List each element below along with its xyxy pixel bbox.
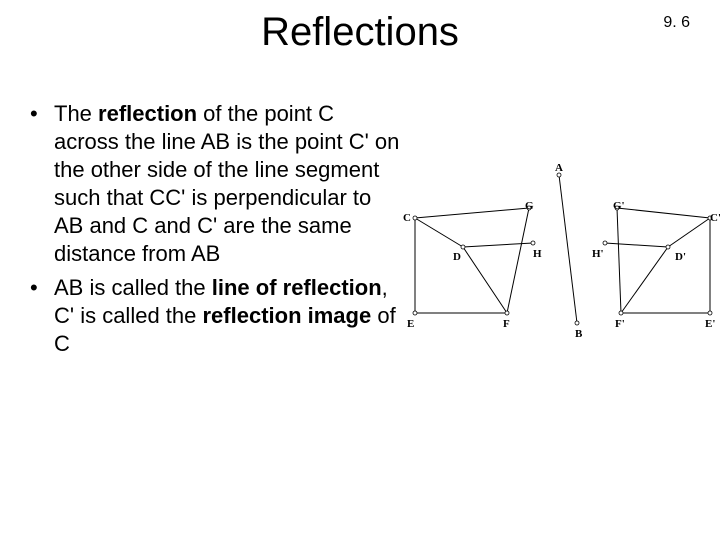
diagram-svg	[385, 160, 720, 360]
point-label-Gp: G'	[613, 200, 625, 212]
bullet-text-2: AB is called the line of reflection, C' …	[54, 274, 400, 358]
point-label-Fp: F'	[615, 318, 625, 330]
point-label-A: A	[555, 162, 563, 174]
point-label-D: D	[453, 251, 461, 263]
point-label-Hp: H'	[592, 248, 604, 260]
content-area: • The reflection of the point C across t…	[30, 100, 400, 364]
page-title: Reflections	[0, 0, 720, 55]
point-label-C: C	[403, 212, 411, 224]
bullet-1: • The reflection of the point C across t…	[30, 100, 400, 268]
point-label-Dp: D'	[675, 251, 686, 263]
point-label-Ep: E'	[705, 318, 715, 330]
point-label-B: B	[575, 328, 582, 340]
bullet-text-1: The reflection of the point C across the…	[54, 100, 400, 268]
point-label-Cp: C'	[710, 212, 720, 224]
reflection-diagram: A C D E F G H B G' H' C' D' E' F'	[385, 160, 720, 360]
point-label-H: H	[533, 248, 542, 260]
bullet-dot: •	[30, 100, 54, 128]
bullet-2: • AB is called the line of reflection, C…	[30, 274, 400, 358]
point-label-E: E	[407, 318, 414, 330]
point-label-G: G	[525, 200, 534, 212]
slide-number: 9. 6	[663, 14, 690, 32]
bullet-dot: •	[30, 274, 54, 302]
point-label-F: F	[503, 318, 510, 330]
